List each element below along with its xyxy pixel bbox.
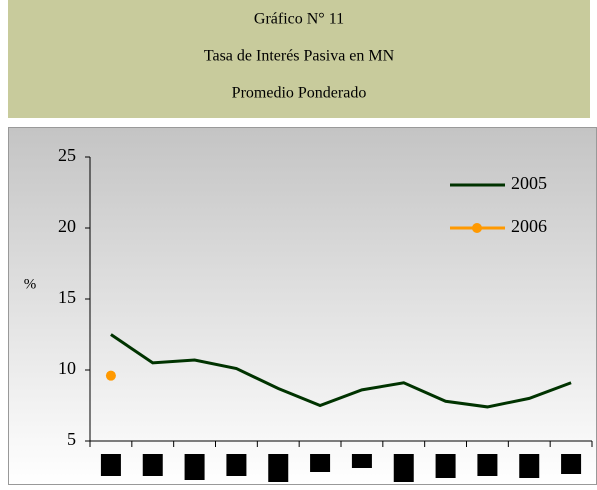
y-tick-label: 5 (67, 429, 76, 449)
point (105, 370, 116, 381)
legend-label: 2005 (511, 173, 547, 193)
y-tick-label: 10 (58, 358, 76, 378)
x-tick-label-redacted (519, 454, 540, 478)
x-tick-label-redacted (477, 454, 498, 476)
y-tick-label: 25 (58, 145, 76, 165)
x-tick-label-redacted (561, 454, 582, 474)
x-tick-label-redacted (226, 454, 247, 476)
x-tick-label-redacted (268, 454, 289, 482)
x-tick-label-redacted (310, 454, 331, 472)
chart-subtitle: Promedio Ponderado (232, 85, 367, 102)
chart-area (8, 127, 597, 485)
y-tick-label: 15 (58, 287, 76, 307)
y-axis-label: % (24, 276, 37, 292)
header-box (8, 0, 590, 118)
chart-title: Gráfico N° 11 (254, 11, 344, 28)
chart-subtitle: Tasa de Interés Pasiva en MN (204, 48, 395, 65)
legend-label: 2006 (511, 216, 547, 236)
legend-marker (472, 223, 482, 233)
x-tick-label-redacted (142, 454, 163, 476)
line-series (110, 333, 572, 409)
x-tick-label-redacted (184, 454, 205, 480)
x-tick-label-redacted (435, 454, 456, 478)
y-tick-label: 20 (58, 216, 76, 236)
x-tick-label-redacted (100, 454, 121, 476)
x-tick-label-redacted (351, 454, 372, 468)
x-tick-label-redacted (393, 454, 414, 482)
